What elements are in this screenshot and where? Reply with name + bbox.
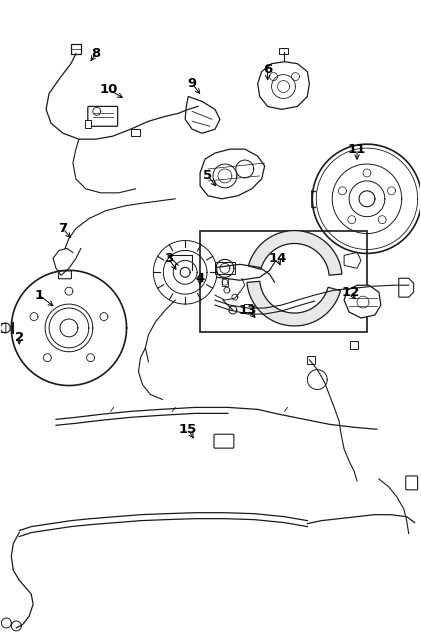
Text: 11: 11 bbox=[348, 143, 366, 156]
FancyBboxPatch shape bbox=[406, 476, 418, 490]
Polygon shape bbox=[200, 149, 265, 199]
Polygon shape bbox=[344, 285, 381, 318]
Polygon shape bbox=[248, 231, 342, 275]
Text: 1: 1 bbox=[35, 289, 44, 302]
Text: 7: 7 bbox=[59, 222, 67, 235]
Text: 8: 8 bbox=[91, 47, 100, 60]
FancyBboxPatch shape bbox=[0, 323, 6, 332]
Bar bbox=[350, 341, 358, 349]
Polygon shape bbox=[247, 281, 341, 326]
Bar bbox=[71, 44, 81, 54]
Bar bbox=[131, 130, 141, 136]
Bar bbox=[200, 231, 367, 332]
Text: 4: 4 bbox=[195, 272, 205, 284]
Bar bbox=[222, 278, 228, 286]
Text: 6: 6 bbox=[263, 63, 272, 76]
Polygon shape bbox=[185, 97, 220, 133]
Text: 10: 10 bbox=[99, 83, 118, 96]
Bar bbox=[244, 304, 252, 312]
Text: 13: 13 bbox=[239, 304, 257, 317]
Bar bbox=[215, 262, 235, 274]
FancyBboxPatch shape bbox=[59, 271, 72, 279]
Text: 9: 9 bbox=[188, 77, 197, 90]
FancyBboxPatch shape bbox=[214, 434, 234, 448]
Text: 3: 3 bbox=[164, 252, 173, 265]
Bar bbox=[85, 120, 91, 128]
Polygon shape bbox=[399, 278, 414, 297]
Text: 2: 2 bbox=[15, 331, 24, 344]
Bar bbox=[279, 48, 288, 54]
Polygon shape bbox=[344, 253, 361, 269]
Bar bbox=[307, 356, 315, 364]
FancyBboxPatch shape bbox=[88, 107, 117, 126]
Polygon shape bbox=[258, 62, 309, 109]
Text: 14: 14 bbox=[268, 252, 287, 265]
Text: 5: 5 bbox=[203, 170, 213, 182]
Text: 15: 15 bbox=[179, 423, 197, 436]
Text: 12: 12 bbox=[342, 286, 360, 298]
